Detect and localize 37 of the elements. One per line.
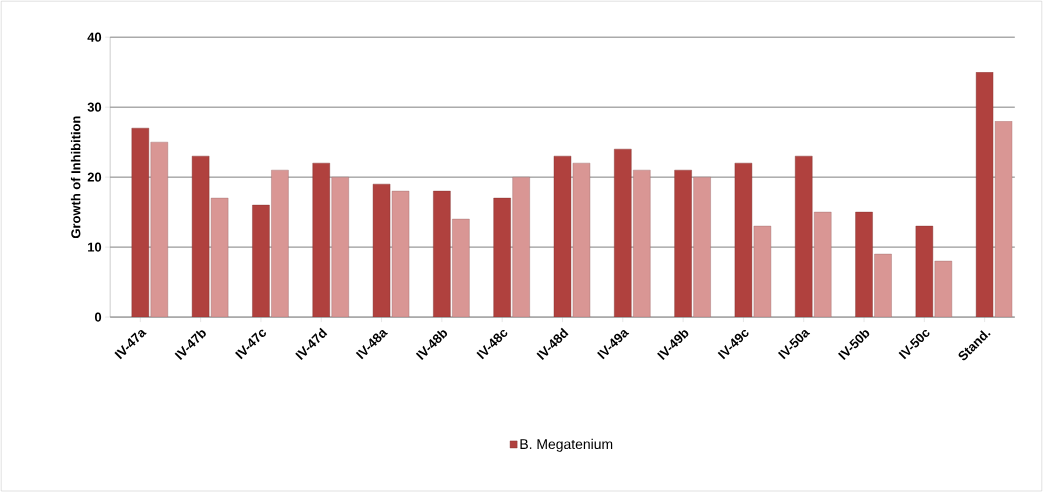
- bar: [312, 162, 330, 317]
- bar: [271, 169, 289, 317]
- bar: [753, 225, 772, 317]
- bar: [433, 190, 451, 317]
- bar: [372, 183, 391, 317]
- legend-label: B. Megatenium: [520, 438, 613, 452]
- y-tick-label: 10: [88, 242, 102, 252]
- y-tick-label: 30: [87, 102, 102, 112]
- bar: [614, 148, 632, 317]
- bar: [391, 190, 410, 317]
- bar: [512, 176, 530, 317]
- bar: [252, 204, 270, 317]
- bar: [452, 218, 470, 317]
- bar: [734, 162, 753, 317]
- y-tick-label: 0: [94, 312, 102, 322]
- bar: [493, 197, 511, 317]
- bar: [572, 162, 591, 317]
- bar: [191, 155, 210, 317]
- bar: [331, 176, 349, 317]
- bar: [855, 211, 873, 317]
- y-axis-title: Growth of Inhibition: [70, 116, 81, 238]
- bar: [915, 225, 934, 317]
- bar: [934, 260, 953, 317]
- bar: [131, 127, 150, 317]
- bar: [150, 141, 168, 317]
- bar: [633, 169, 651, 317]
- y-tick-label: 20: [87, 172, 102, 182]
- bar: [674, 169, 692, 317]
- bar: [994, 120, 1013, 317]
- bar: [975, 71, 994, 317]
- bar: [814, 211, 832, 317]
- bar: [553, 155, 572, 317]
- y-tick-label: 40: [87, 32, 102, 42]
- bar: [874, 253, 892, 317]
- bar: [210, 197, 229, 317]
- bar: [693, 176, 711, 317]
- bar: [795, 155, 813, 317]
